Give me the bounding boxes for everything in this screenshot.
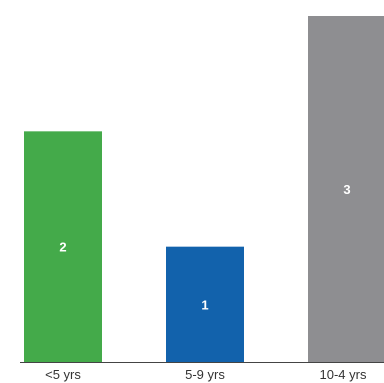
bar-value-label-2: 1 (201, 297, 208, 312)
x-tick-label-3: 10-4 yrs (320, 367, 367, 382)
bar-value-label-1: 2 (59, 240, 66, 255)
x-axis-ticks: <5 yrs 5-9 yrs 10-4 yrs (45, 367, 367, 382)
bar-value-label-3: 3 (343, 182, 350, 197)
bars-group: 2 1 3 (24, 16, 384, 362)
bar-3 (308, 16, 384, 362)
x-tick-label-2: 5-9 yrs (185, 367, 225, 382)
bar-2 (166, 246, 244, 362)
bar-1 (24, 131, 102, 362)
x-tick-label-1: <5 yrs (45, 367, 81, 382)
